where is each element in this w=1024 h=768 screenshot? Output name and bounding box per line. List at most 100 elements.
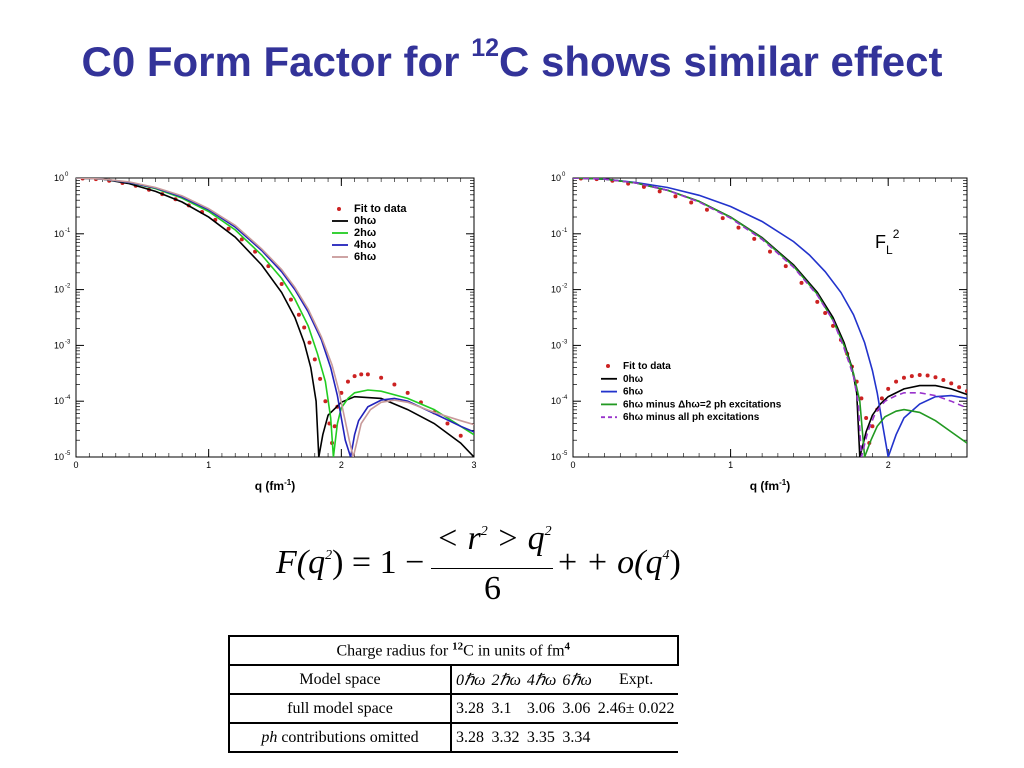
right-fit-data-point: [864, 415, 869, 420]
right-xtick-label: 2: [886, 460, 891, 470]
right-legend-label: Fit to data: [623, 361, 671, 372]
right-ytick-label-base: 10: [551, 229, 561, 239]
left-xtick-label: 2: [339, 460, 344, 470]
right-xtick-label: 1: [728, 460, 733, 470]
left-fit-data-point: [359, 372, 364, 377]
right-legend-marker: [606, 364, 610, 368]
left-ytick-label-exp: -2: [65, 284, 71, 290]
left-fit-data-point: [323, 399, 328, 404]
table-header-6hw: 6ℏω: [559, 664, 595, 695]
table-header-expt: Expt.: [594, 664, 678, 695]
left-legend-label: 6hω: [354, 251, 376, 263]
right-legend-label: 6hω minus all ph excitations: [623, 412, 760, 423]
left-series-line: [76, 178, 474, 457]
right-fit-data-point: [815, 299, 820, 304]
left-fit-data-point: [405, 390, 410, 395]
left-ytick-label-base: 10: [54, 285, 64, 295]
right-fit-data-point: [957, 385, 962, 390]
form-factor-formula: F(q2) = 1 − < r2 > q2 6 + + o(q4): [276, 520, 696, 610]
table-row-label: full model space: [228, 693, 452, 724]
charge-radius-table-grid: Charge radius for 12C in units of fm4 Mo…: [228, 635, 679, 753]
left-xtick-label: 0: [73, 460, 78, 470]
left-fit-data-point: [379, 375, 384, 380]
left-fit-data-point: [445, 421, 450, 426]
right-legend-label: 6hω: [623, 387, 644, 398]
right-series-line: [573, 178, 967, 457]
right-ytick-label-exp: -2: [562, 284, 568, 290]
table-cell: 3.06: [559, 693, 595, 724]
table-row: full model space 3.28 3.1 3.06 3.06 2.46…: [228, 693, 678, 724]
chart-right: 10 0 10 -1 10 -2 10 -3 10 -4 10 -5 0 1 2 q (fm-1) Fit to…: [545, 168, 985, 498]
right-fit-data-point: [965, 389, 967, 394]
right-fit-data-point: [704, 207, 709, 212]
left-ytick-label-exp: -4: [65, 395, 71, 401]
right-annotation: FL2: [875, 227, 900, 257]
left-legend-marker: [337, 207, 341, 211]
right-fit-data-point: [925, 373, 930, 378]
left-fit-data-point: [307, 340, 312, 345]
right-fit-data-point: [949, 381, 954, 386]
formula-fraction-line: [431, 568, 553, 569]
chart-left: 10 0 10 -1 10 -2 10 -3 10 -4 10 -5 0 1 2 3 q (fm-1) Fit t…: [48, 168, 488, 498]
right-ytick-label-base: 10: [551, 452, 561, 462]
right-fit-data-point: [917, 372, 922, 377]
left-fit-data-point: [458, 433, 463, 438]
right-series-4: [573, 178, 967, 457]
right-series-line: [573, 178, 967, 457]
formula-numerator: < r2 > q2: [436, 520, 552, 557]
title-main: C0 Form Factor for: [81, 38, 472, 85]
right-fit-data-point: [901, 375, 906, 380]
right-ytick-label-base: 10: [551, 173, 561, 183]
left-ytick-label-base: 10: [54, 452, 64, 462]
left-series-2: [76, 178, 474, 457]
right-ytick-label-exp: -4: [562, 395, 568, 401]
right-fit-data-point: [783, 264, 788, 269]
left-xtick-label: 3: [471, 460, 476, 470]
left-fit-data-point: [332, 424, 337, 429]
left-legend-label: 4hω: [354, 239, 376, 251]
left-ytick-label-exp: 0: [65, 172, 69, 178]
left-fit-data-point: [296, 312, 301, 317]
table-cell: 2.46± 0.022: [594, 693, 678, 724]
left-fit-data-point: [339, 390, 344, 395]
chart-left-svg: 10 010 -110 -210 -310 -410 -50 1 2 3q (fm-1)Fit t…: [54, 172, 477, 493]
left-fit-data-point: [288, 297, 293, 302]
right-x-axis-label: q (fm-1): [750, 478, 790, 493]
left-ytick-label-exp: -5: [65, 451, 71, 457]
right-fit-data-point: [768, 249, 772, 254]
right-legend-label: 0hω: [623, 374, 644, 385]
left-fit-data-point: [352, 374, 357, 379]
right-ytick-label-base: 10: [551, 396, 561, 406]
right-fit-data-point: [641, 184, 646, 189]
right-fit-data-point: [657, 189, 662, 194]
right-fit-data-point: [886, 386, 891, 391]
right-fit-data-point: [870, 424, 875, 429]
left-legend-label: 0hω: [354, 215, 376, 227]
left-fit-data-point: [318, 376, 323, 381]
table-cell: 3.35: [523, 722, 560, 753]
right-fit-data-point: [859, 396, 864, 401]
left-x-axis-label: q (fm-1): [255, 478, 295, 493]
right-fit-data-point: [823, 311, 828, 316]
left-series-1: [76, 178, 474, 457]
right-fit-data-point: [941, 377, 946, 382]
right-fit-data-point: [673, 194, 678, 199]
left-ytick-label-base: 10: [54, 173, 64, 183]
left-series-4: [76, 178, 474, 457]
table-header-2hw: 2ℏω: [488, 664, 524, 695]
title-superscript: 12: [471, 34, 500, 62]
right-fit-data-point: [894, 379, 899, 384]
right-xtick-label: 0: [570, 460, 575, 470]
right-fit-data-point: [752, 236, 757, 241]
right-ytick-label-base: 10: [551, 340, 561, 350]
right-legend-label: 6hω minus Δhω=2 ph excitations: [623, 399, 782, 410]
left-ytick-label-exp: -1: [65, 228, 71, 234]
table-row: ph contributions omitted 3.28 3.32 3.35 …: [228, 722, 678, 753]
table-cell: [594, 722, 678, 753]
table-cell: 3.28: [451, 722, 489, 753]
left-xtick-label: 1: [206, 460, 211, 470]
table-cell: 3.06: [523, 693, 560, 724]
left-fit-data-point: [302, 325, 307, 330]
chart-right-svg: 10 010 -110 -210 -310 -410 -50 1 2q (fm-1)Fit to…: [551, 172, 968, 493]
left-series-3: [76, 178, 474, 457]
